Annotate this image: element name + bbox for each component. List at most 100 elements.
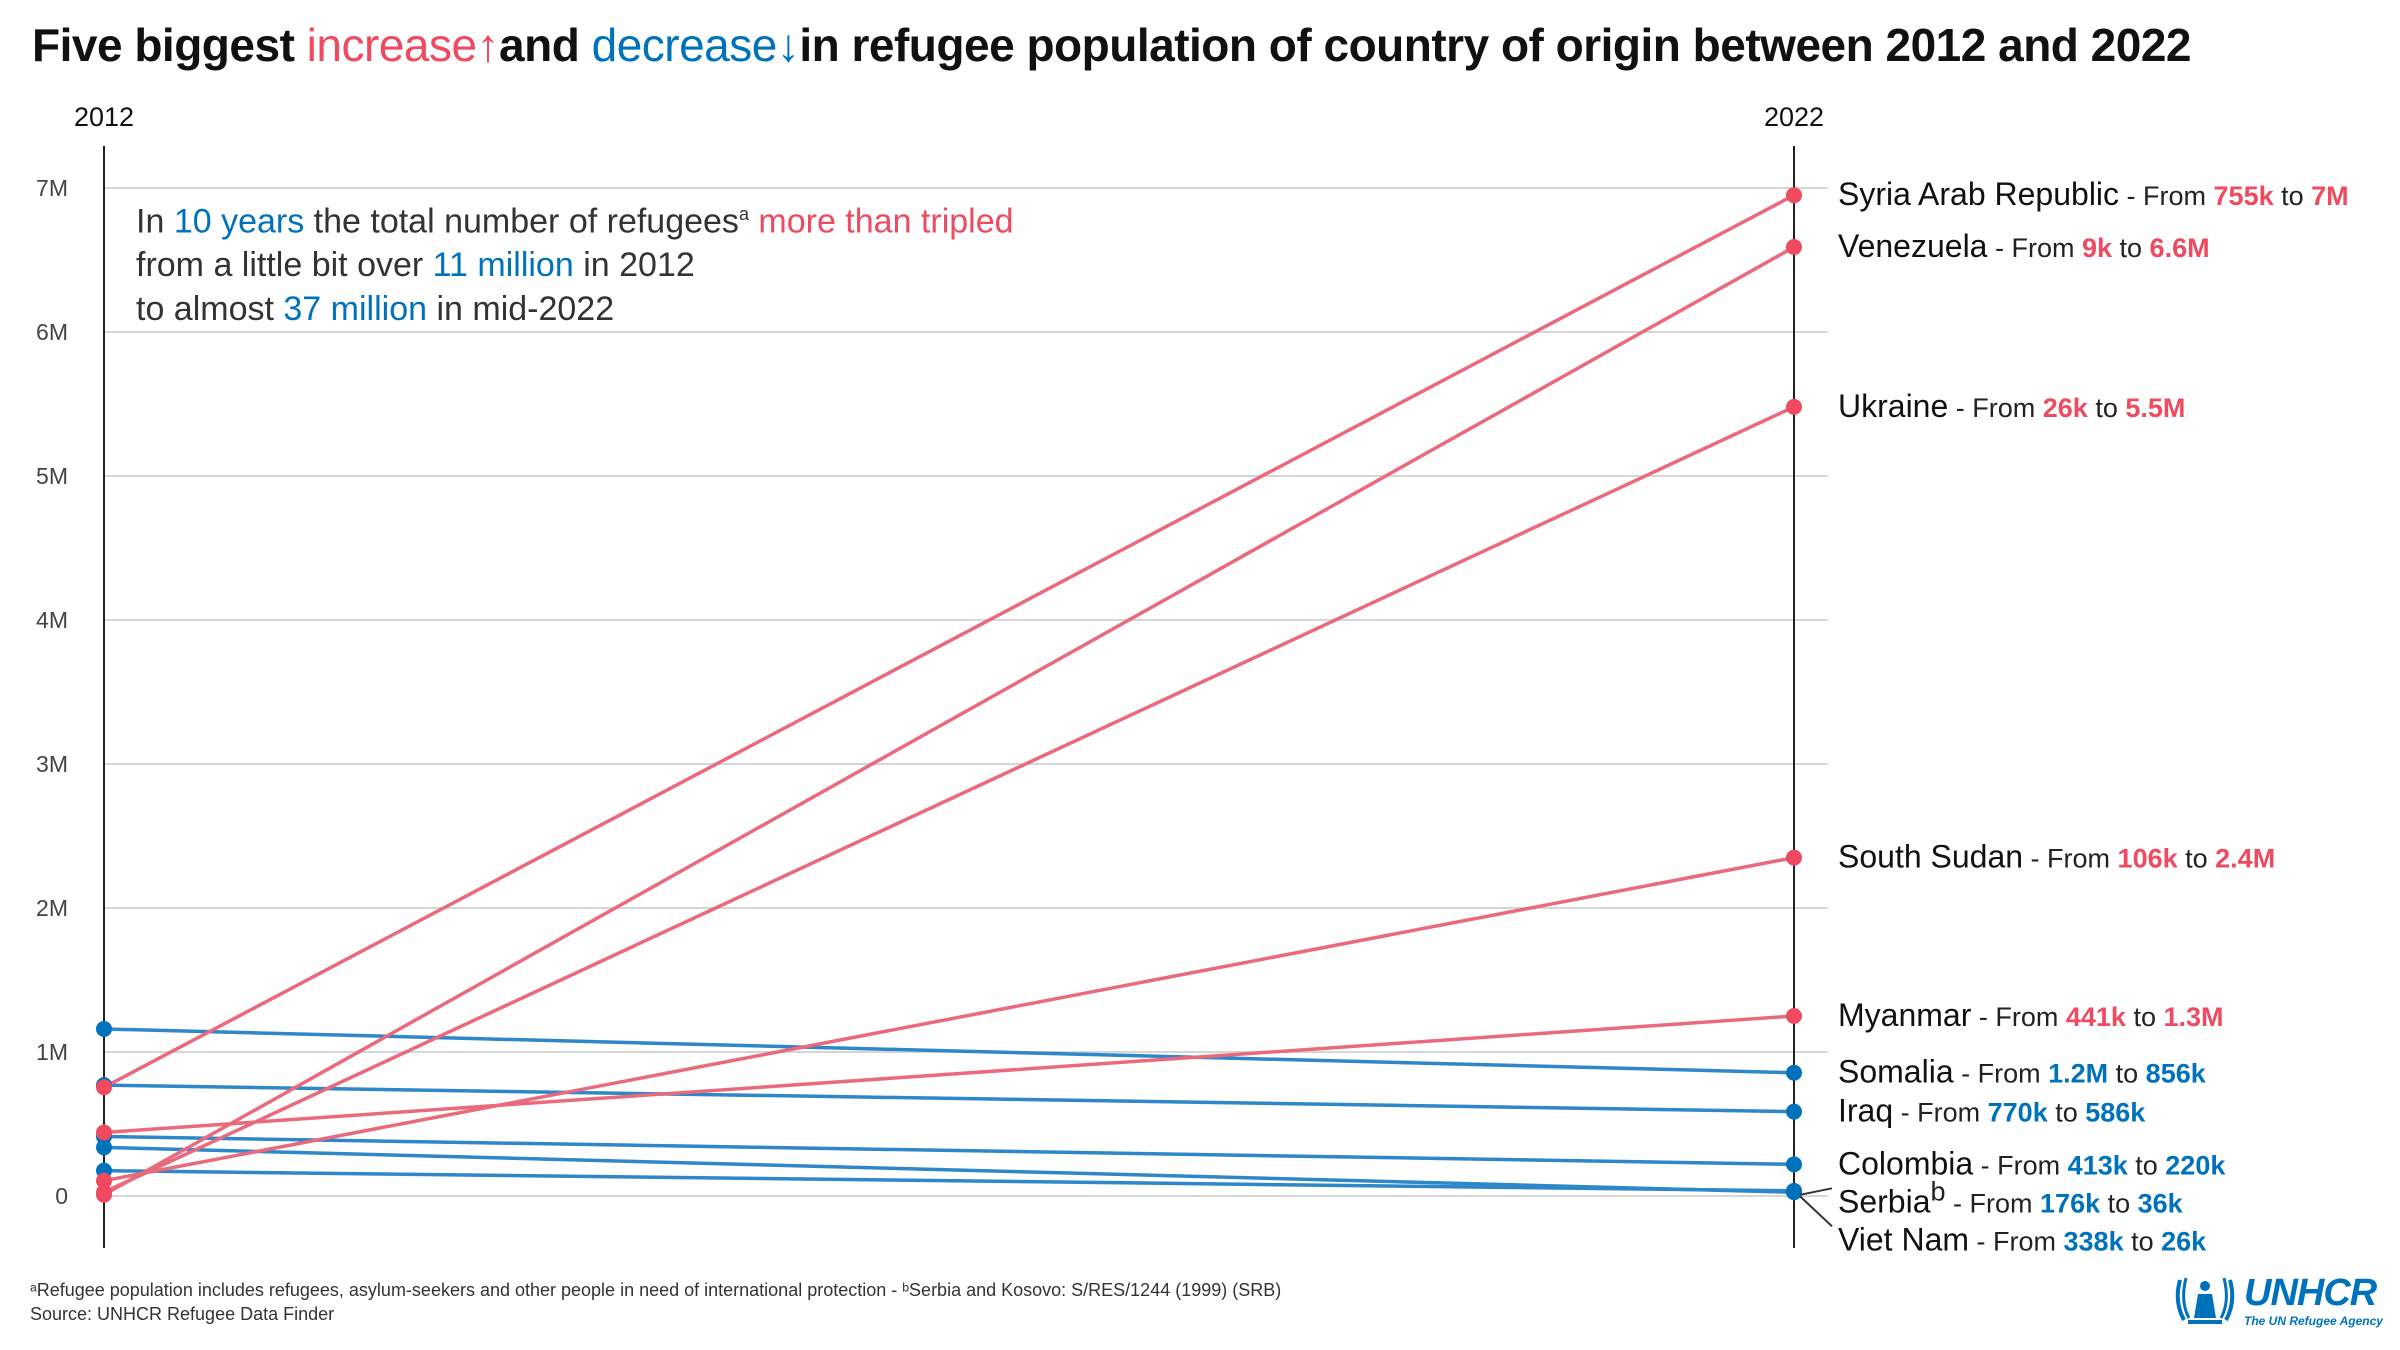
annotation-highlight: 11 million <box>432 246 574 285</box>
y-tick-label: 6M <box>36 319 68 345</box>
series-label-separator: - <box>1948 393 1972 423</box>
data-point <box>1786 1156 1802 1173</box>
chart-title: Five biggest increase↑and decrease↓in re… <box>32 18 2392 72</box>
annotation-line-3: to almost 37 million in mid-2022 <box>136 287 1136 331</box>
series-label-superscript: b <box>1931 1176 1946 1206</box>
series-label-to-value: 586k <box>2085 1098 2146 1128</box>
y-tick-label: 4M <box>36 607 68 633</box>
series-label-to-value: 36k <box>2138 1188 2184 1218</box>
data-point <box>96 1124 112 1141</box>
y-tick-label: 3M <box>36 751 68 777</box>
series-label-to-word: to <box>2048 1098 2086 1128</box>
data-point <box>96 1020 112 1037</box>
series-line <box>103 405 1795 1194</box>
data-point <box>96 1139 112 1156</box>
annotation-text-part: from a little bit over <box>136 246 433 285</box>
data-point <box>1786 239 1802 256</box>
annotation-text-part: in mid-2022 <box>427 290 615 329</box>
annotation-line-1: In 10 years the total number of refugees… <box>136 192 1136 243</box>
y-tick-label: 0 <box>55 1183 68 1209</box>
series-label-from-value: 176k <box>2040 1188 2101 1218</box>
series-label-name: Viet Nam <box>1838 1221 1969 1257</box>
data-point <box>1786 187 1802 204</box>
series-label-to-value: 856k <box>2146 1059 2207 1089</box>
series-label-to-word: to <box>2274 181 2312 211</box>
y-tick-label: 7M <box>36 175 68 201</box>
annotation-highlight: 10 years <box>173 202 305 241</box>
series-label-from-word: From <box>2047 844 2118 874</box>
series-label: Colombia - From 413k to 220k <box>1838 1145 2226 1181</box>
series-label-from-value: 338k <box>2064 1226 2125 1256</box>
logo-tagline: The UN Refugee Agency <box>2244 1314 2383 1328</box>
series-label-to-word: to <box>2108 1059 2146 1089</box>
series-label-from-value: 755k <box>2214 181 2275 211</box>
series-label: Venezuela - From 9k to 6.6M <box>1838 228 2210 264</box>
title-decrease: decrease <box>591 19 778 71</box>
axes: 0 1M 2M 3M 4M 5M 6M 7M 2012 2022 <box>36 102 1824 1248</box>
series-label-from-value: 770k <box>1988 1098 2049 1128</box>
title-suffix: in refugee population of country of orig… <box>799 19 2192 71</box>
annotation-text-part: In <box>136 202 174 241</box>
series-label-to-word: to <box>2128 1150 2166 1180</box>
series-label-name: South Sudan <box>1838 839 2023 875</box>
series-label-separator: - <box>1973 1150 1997 1180</box>
annotation-line-2: from a little bit over 11 million in 201… <box>136 243 1136 287</box>
series-label-to-word: to <box>2126 1002 2164 1032</box>
annotation-highlight: 37 million <box>283 290 428 329</box>
data-point <box>1786 849 1802 866</box>
series-label-from-value: 106k <box>2118 844 2179 874</box>
series-label-separator: - <box>1954 1059 1978 1089</box>
annotation-text-part: the total number of refugees <box>304 202 739 241</box>
series-line <box>103 1168 1795 1193</box>
data-point <box>1786 398 1802 415</box>
series-label-name: Somalia <box>1838 1054 1954 1090</box>
unhcr-logo: UNHCR The UN Refugee Agency <box>2172 1270 2392 1334</box>
x-tick-label: 2022 <box>1764 102 1824 132</box>
x-tick-label: 2012 <box>74 102 134 132</box>
series-label: South Sudan - From 106k to 2.4M <box>1838 839 2275 875</box>
series-label: Syria Arab Republic - From 755k to 7M <box>1838 176 2349 212</box>
y-tick-label: 1M <box>36 1039 68 1065</box>
series-label: Serbiab - From 176k to 36k <box>1838 1176 2184 1219</box>
annotation-text-part: to almost <box>136 290 284 329</box>
series-label-to-value: 2.4M <box>2215 844 2275 874</box>
series-label-separator: - <box>2119 181 2143 211</box>
series-line <box>103 1134 1795 1167</box>
series-label-from-word: From <box>1978 1059 2049 1089</box>
series-label-to-word: to <box>2100 1188 2138 1218</box>
gridlines <box>104 187 1828 1197</box>
title-increase: increase <box>306 19 477 71</box>
series-label-to-value: 7M <box>2311 181 2349 211</box>
series-label-name: Ukraine <box>1838 388 1948 424</box>
logo-wordmark: UNHCR <box>2244 1272 2377 1314</box>
annotation-text-part: in 2012 <box>573 246 695 285</box>
footnote-definitions: ᵃRefugee population includes refugees, a… <box>30 1280 1282 1300</box>
annotation-text: In 10 years the total number of refugees… <box>136 192 1136 331</box>
unhcr-emblem-icon <box>2175 1277 2235 1324</box>
series-label-from-value: 1.2M <box>2048 1059 2108 1089</box>
series-label-from-value: 413k <box>2068 1150 2129 1180</box>
annotation-highlight: more than tripled <box>748 202 1014 241</box>
series-line <box>103 855 1795 1183</box>
series-line <box>103 1014 1795 1135</box>
series-line <box>103 1145 1795 1195</box>
series-label-to-value: 1.3M <box>2163 1002 2223 1032</box>
series-label-to-word: to <box>2088 393 2126 423</box>
series-label-name: Serbia <box>1838 1183 1931 1219</box>
data-point <box>1786 1184 1802 1201</box>
series-label-to-value: 26k <box>2161 1226 2207 1256</box>
data-point <box>1786 1008 1802 1024</box>
series-label-to-value: 5.5M <box>2125 393 2185 423</box>
series-label-name: Myanmar <box>1838 997 1972 1033</box>
series-label-separator: - <box>1946 1188 1970 1218</box>
footnote: ᵃRefugee population includes refugees, a… <box>30 1278 1830 1326</box>
series-label-separator: - <box>1971 1002 1995 1032</box>
title-middle: and <box>499 19 592 71</box>
series-label-from-value: 441k <box>2066 1002 2127 1032</box>
series-label: Viet Nam - From 338k to 26k <box>1838 1221 2207 1257</box>
data-point <box>96 1079 112 1096</box>
data-point <box>1786 1064 1802 1081</box>
series-label-from-word: From <box>2011 233 2082 263</box>
series-label-from-value: 26k <box>2043 393 2089 423</box>
series-label-from-word: From <box>1972 393 2043 423</box>
